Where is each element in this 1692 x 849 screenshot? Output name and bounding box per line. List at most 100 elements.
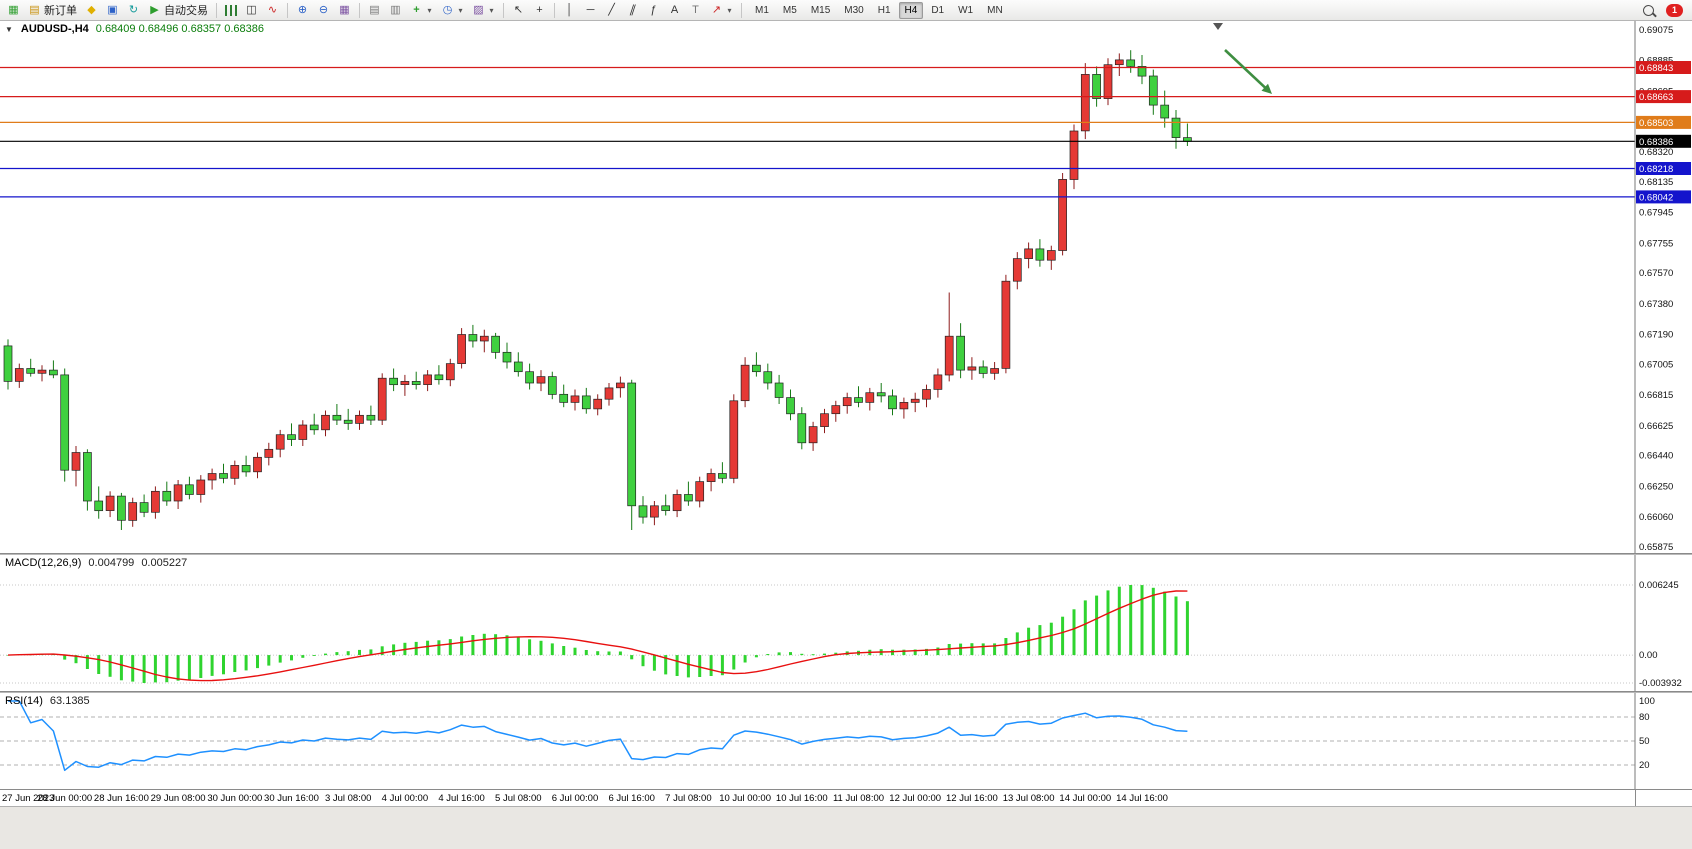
timeframe-button-d1[interactable]: D1 xyxy=(931,4,945,16)
time-label: 27 Jun 2023 xyxy=(2,793,55,804)
svg-text:0.68218: 0.68218 xyxy=(1639,164,1673,175)
time-label: 30 Jun 16:00 xyxy=(264,793,319,804)
text-button[interactable]: A xyxy=(664,0,685,20)
time-label: 28 Jun 16:00 xyxy=(93,793,149,804)
data-window-button[interactable]: ▥ xyxy=(385,0,406,20)
crosshair-button[interactable]: + xyxy=(529,0,550,20)
time-label: 10 Jul 00:00 xyxy=(719,793,771,804)
svg-text:80: 80 xyxy=(1639,712,1650,723)
autotrading-icon: ▶ xyxy=(150,3,159,16)
svg-text:0.68843: 0.68843 xyxy=(1639,63,1673,74)
text-label-button[interactable]: T xyxy=(685,0,706,20)
macd-signal-value: 0.005227 xyxy=(141,557,188,569)
svg-text:0.66250: 0.66250 xyxy=(1639,481,1673,492)
time-label: 30 Jun 00:00 xyxy=(207,793,263,804)
clock-icon: ◷ xyxy=(442,3,453,16)
autotrading-button[interactable]: ▶ 自动交易 xyxy=(144,0,212,20)
notification-badge[interactable]: 1 xyxy=(1666,3,1683,17)
horizontal-line-icon: ─ xyxy=(586,3,595,16)
macd-axis[interactable]: 0.006245 0.00 -0.003932 xyxy=(1639,580,1682,689)
chevron-down-icon: ▾ xyxy=(727,5,732,15)
price-axis[interactable]: 0.690750.688850.686950.685100.683200.681… xyxy=(1639,25,1673,553)
svg-text:0.67005: 0.67005 xyxy=(1639,359,1673,370)
indicators-button[interactable]: + ▾ xyxy=(406,0,437,20)
search-icon xyxy=(1643,4,1654,16)
timeframe-button-m1[interactable]: M1 xyxy=(755,4,769,16)
cursor-button[interactable]: ↖ xyxy=(508,0,529,20)
macd-label: MACD(12,26,9) xyxy=(5,557,82,569)
macd-panel: 0.006245 0.00 -0.003932 MACD(12,26,9) 0.00… xyxy=(0,555,1692,691)
time-label: 4 Jul 00:00 xyxy=(381,793,429,804)
collapse-chart-icon[interactable]: ▼ xyxy=(5,24,13,34)
panel-splitter[interactable] xyxy=(0,553,1692,555)
vertical-line-button[interactable]: │ xyxy=(559,0,580,20)
time-label: 29 Jun 08:00 xyxy=(150,793,206,804)
cursor-icon: ↖ xyxy=(513,3,524,16)
trendline-button[interactable]: ╱ xyxy=(601,0,622,20)
time-label: 28 Jun 00:00 xyxy=(37,793,93,804)
time-label: 14 Jul 00:00 xyxy=(1059,793,1112,804)
text-label-icon: T xyxy=(692,3,699,16)
timeframe-button-w1[interactable]: W1 xyxy=(958,4,974,16)
timeframe-button-h4[interactable]: H4 xyxy=(898,1,924,19)
refresh-button[interactable]: ↻ xyxy=(123,0,144,20)
chevron-down-icon: ▾ xyxy=(489,5,494,15)
svg-text:-0.003932: -0.003932 xyxy=(1639,678,1682,689)
toolbar-separator xyxy=(287,2,288,18)
bar-chart-icon xyxy=(225,4,237,16)
search-button[interactable] xyxy=(1639,0,1658,20)
arrows-button[interactable]: ↗ ▾ xyxy=(706,0,737,20)
refresh-icon: ↻ xyxy=(128,3,139,16)
new-chart-button[interactable]: ▦ xyxy=(3,0,24,20)
arrows-icon: ↗ xyxy=(711,3,722,16)
market-watch-button[interactable]: ▣ xyxy=(102,0,123,20)
timeframe-button-mn[interactable]: MN xyxy=(987,4,1003,16)
arrow-annotation[interactable] xyxy=(1224,49,1272,94)
crosshair-icon: + xyxy=(536,3,543,16)
svg-text:0.68663: 0.68663 xyxy=(1639,92,1673,103)
time-axis[interactable]: 27 Jun 2023 28 Jun 00:00 28 Jun 16:00 29 Ju… xyxy=(0,789,1692,806)
periods-button[interactable]: ◷ ▾ xyxy=(437,0,468,20)
fibonacci-button[interactable]: ƒ xyxy=(643,0,664,20)
svg-text:0.67755: 0.67755 xyxy=(1639,238,1673,249)
bar-chart-button[interactable] xyxy=(221,0,241,20)
svg-text:0.69075: 0.69075 xyxy=(1639,25,1673,36)
time-label: 4 Jul 16:00 xyxy=(438,793,485,804)
chart-list-button[interactable]: ▤ xyxy=(364,0,385,20)
timeframe-button-h1[interactable]: H1 xyxy=(877,4,891,16)
rsi-label-bar: RSI(14) 63.1385 xyxy=(5,695,90,707)
price-panel: 0.690750.688850.686950.685100.683200.681… xyxy=(0,21,1692,553)
rsi-axis[interactable]: 100 80 50 20 xyxy=(1639,696,1655,771)
metaeditor-button[interactable]: ◆ xyxy=(81,0,102,20)
price-chart[interactable]: 0.690750.688850.686950.685100.683200.681… xyxy=(0,21,1692,553)
text-icon: A xyxy=(670,3,679,16)
candlestick-chart-button[interactable]: ◫ xyxy=(241,0,262,20)
new-order-button[interactable]: ▤ 新订单 xyxy=(24,0,81,20)
svg-text:0.66815: 0.66815 xyxy=(1639,390,1673,401)
channel-button[interactable]: ∥ xyxy=(622,0,643,20)
time-label: 12 Jul 16:00 xyxy=(946,793,998,804)
horizontal-line-button[interactable]: ─ xyxy=(580,0,601,20)
timeframe-button-m15[interactable]: M15 xyxy=(810,4,831,16)
tile-windows-button[interactable]: ▦ xyxy=(334,0,355,20)
line-chart-button[interactable]: ∿ xyxy=(262,0,283,20)
svg-text:0.00: 0.00 xyxy=(1639,650,1658,661)
timeframe-button-m5[interactable]: M5 xyxy=(782,4,797,16)
time-label: 5 Jul 08:00 xyxy=(495,793,542,804)
templates-button[interactable]: ▨ ▾ xyxy=(468,0,499,20)
chart-symbol-period: AUDUSD-,H4 xyxy=(20,23,89,35)
timeframe-button-m30[interactable]: M30 xyxy=(844,4,864,16)
chevron-down-icon: ▾ xyxy=(427,5,432,15)
main-toolbar: ▦ ▤ 新订单 ◆ ▣ ↻ ▶ 自动交易 ◫ ∿ ⊕ ⊖ ▦ ▤ ▥ + ▾ ◷… xyxy=(0,0,1692,21)
zoom-out-icon: ⊖ xyxy=(318,3,329,16)
svg-text:0.67380: 0.67380 xyxy=(1639,299,1673,310)
chart-shift-marker[interactable] xyxy=(1213,23,1223,30)
svg-text:0.66625: 0.66625 xyxy=(1639,421,1673,432)
panel-splitter[interactable] xyxy=(0,691,1692,693)
chart-ohlc-values: 0.68409 0.68496 0.68357 0.68386 xyxy=(95,23,264,35)
zoom-out-button[interactable]: ⊖ xyxy=(313,0,334,20)
zoom-in-button[interactable]: ⊕ xyxy=(292,0,313,20)
svg-text:0.66440: 0.66440 xyxy=(1639,451,1673,462)
tile-windows-icon: ▦ xyxy=(339,3,350,16)
data-window-icon: ▥ xyxy=(390,3,401,16)
